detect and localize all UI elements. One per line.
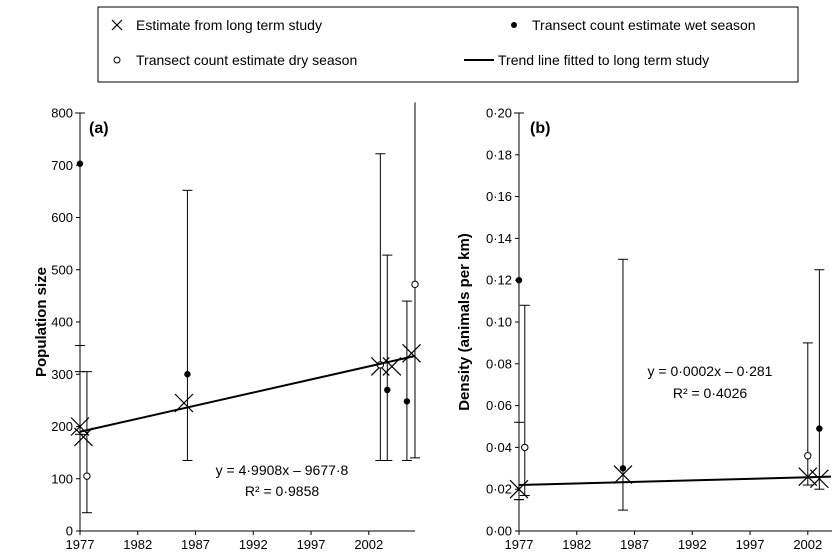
legend-label: Estimate from long term study	[136, 17, 322, 33]
y-axis-label: Density (animals per km)	[456, 233, 473, 411]
panel-a: 0 100 200 300 400 500 600 700 800 1977 1982 1987 199…	[33, 102, 421, 552]
legend-item-cross: Estimate from long term study	[111, 17, 322, 33]
y-tick-label: 200	[51, 419, 73, 434]
x-tick-label: 1977	[66, 537, 95, 552]
y-tick-label: 0·04	[486, 440, 512, 455]
dry-season-point	[411, 280, 419, 289]
y-tick-label: 0·16	[486, 189, 512, 204]
wet-season-point	[619, 465, 627, 472]
y-axis-label: Population size	[33, 267, 50, 377]
dry-season-point	[804, 452, 812, 460]
y-tick-label: 600	[51, 210, 73, 225]
y-tick-label: 0·18	[486, 147, 512, 162]
r-squared-text: R² = 0·4026	[673, 385, 748, 401]
wet-season-point	[515, 277, 523, 284]
legend-open-dot-marker	[113, 56, 121, 64]
y-tick-label: 0·20	[486, 106, 512, 121]
dry-season-point	[521, 443, 529, 452]
y-tick-label: 0·08	[486, 356, 512, 371]
y-tick-label: 0	[66, 524, 73, 539]
legend-cross-marker	[111, 19, 123, 31]
y-tick-label: 800	[51, 106, 73, 121]
wet-season-point	[816, 425, 823, 432]
legend-item-open-dot: Transect count estimate dry season	[113, 52, 357, 68]
x-tick-label: 2002	[354, 537, 383, 552]
y-tick-label: 0·12	[486, 273, 512, 288]
equation-text: y = 4·9908x – 9677·8	[216, 462, 349, 478]
y-tick-label: 400	[51, 315, 73, 330]
panel-label: (a)	[89, 120, 109, 137]
y-tick-label: 100	[51, 471, 73, 486]
legend-label: Trend line fitted to long term study	[498, 52, 709, 68]
panel-label: (b)	[530, 120, 550, 137]
x-tick-label: 1992	[239, 537, 268, 552]
y-tick-label: 300	[51, 367, 73, 382]
equation-text: y = 0·0002x – 0·281	[648, 363, 773, 379]
legend-item-filled-dot: Transect count estimate wet season	[511, 17, 756, 33]
legend-label: Transect count estimate dry season	[136, 52, 357, 68]
y-tick-label: 0·02	[486, 482, 512, 497]
x-tick-label: 1977	[505, 537, 534, 552]
x-tick-label: 2002	[793, 537, 822, 552]
wet-season-point	[403, 398, 411, 405]
wet-season-point	[76, 160, 84, 167]
y-tick-label: 0·10	[486, 315, 512, 330]
cross-point	[402, 343, 421, 363]
trend-line	[518, 475, 832, 487]
trend-line	[79, 354, 416, 433]
wet-season-point	[184, 371, 191, 378]
r-squared-text: R² = 0·9858	[245, 483, 320, 499]
x-tick-label: 1982	[562, 537, 591, 552]
y-tick-label: 500	[51, 262, 73, 277]
cross-point	[74, 427, 93, 447]
panel-b: 0·00 0·02 0·04 0·06 0·08 0·10 0·12 0·14 0·16 0·18…	[456, 106, 832, 552]
x-tick-label: 1997	[736, 537, 765, 552]
y-tick-label: 0·06	[486, 398, 512, 413]
y-tick-label: 700	[51, 158, 73, 173]
dry-season-point	[83, 472, 91, 480]
y-tick-label: 0·00	[486, 524, 512, 539]
legend-item-line: Trend line fitted to long term study	[464, 52, 709, 68]
wet-season-point	[384, 386, 391, 394]
x-tick-label: 1997	[297, 537, 326, 552]
y-tick-label: 0·14	[486, 231, 512, 246]
legend-box	[97, 6, 799, 83]
x-tick-label: 1982	[123, 537, 152, 552]
x-tick-label: 1992	[678, 537, 707, 552]
cross-point	[70, 417, 90, 436]
legend-filled-dot-marker	[511, 22, 517, 28]
legend: Estimate from long term study Transect c…	[97, 6, 799, 83]
x-tick-label: 1987	[620, 537, 649, 552]
legend-label: Transect count estimate wet season	[532, 17, 756, 33]
x-tick-label: 1987	[181, 537, 210, 552]
